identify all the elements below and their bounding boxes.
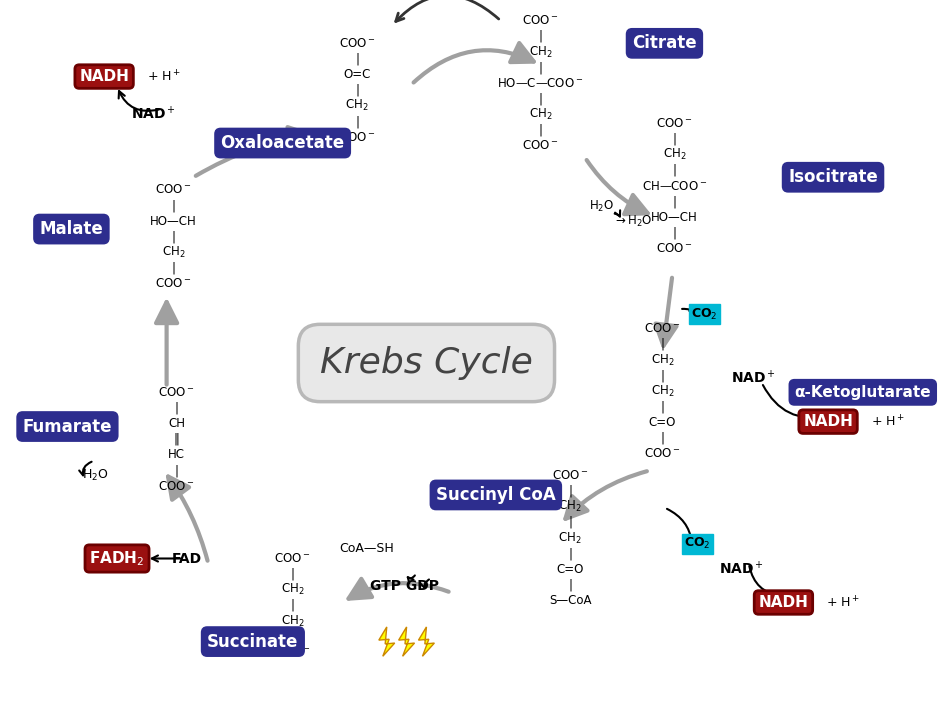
- Text: CH$_2$: CH$_2$: [529, 107, 553, 122]
- Text: C=O: C=O: [648, 416, 676, 429]
- Text: |: |: [355, 53, 359, 65]
- Text: COO$^-$: COO$^-$: [158, 386, 194, 399]
- Text: Succinate: Succinate: [208, 633, 299, 651]
- Text: |: |: [672, 227, 676, 240]
- Text: C=O: C=O: [556, 562, 584, 576]
- Text: |: |: [290, 630, 295, 643]
- Text: |: |: [672, 133, 676, 146]
- Text: COO$^-$: COO$^-$: [274, 552, 311, 565]
- Text: Succinyl CoA: Succinyl CoA: [436, 486, 556, 504]
- Text: FADH$_2$: FADH$_2$: [89, 549, 145, 568]
- Text: |: |: [661, 338, 665, 351]
- Text: Fumarate: Fumarate: [23, 417, 112, 436]
- Text: HC: HC: [168, 449, 185, 461]
- Text: S—CoA: S—CoA: [549, 594, 592, 607]
- Polygon shape: [399, 627, 414, 656]
- Text: |: |: [290, 567, 295, 581]
- Text: CO$_2$: CO$_2$: [691, 306, 718, 321]
- Text: COO$^-$: COO$^-$: [155, 183, 191, 196]
- Text: CH$_2$: CH$_2$: [558, 530, 582, 545]
- Text: COO$^-$: COO$^-$: [656, 117, 693, 130]
- Text: |: |: [538, 124, 542, 137]
- Text: |: |: [355, 115, 359, 128]
- Text: COO$^-$: COO$^-$: [645, 322, 681, 336]
- Text: |: |: [174, 464, 178, 477]
- Polygon shape: [418, 627, 434, 656]
- Text: NADH: NADH: [803, 414, 853, 429]
- Text: |: |: [538, 30, 542, 43]
- Text: α-Ketoglutarate: α-Ketoglutarate: [794, 385, 931, 400]
- Text: |: |: [172, 230, 175, 243]
- Text: O=C: O=C: [343, 68, 371, 81]
- Text: CH$_2$: CH$_2$: [663, 147, 686, 162]
- Text: H$_2$O: H$_2$O: [82, 468, 109, 483]
- Text: |: |: [290, 599, 295, 612]
- Text: NADH: NADH: [758, 595, 809, 610]
- Text: |: |: [568, 516, 573, 529]
- Text: |: |: [355, 84, 359, 97]
- Text: CO$_2$: CO$_2$: [684, 536, 710, 552]
- Text: ‖: ‖: [173, 433, 179, 446]
- Text: COO$^-$: COO$^-$: [338, 131, 375, 144]
- Text: Krebs Cycle: Krebs Cycle: [320, 346, 533, 380]
- Text: $\rightarrow$H$_2$O: $\rightarrow$H$_2$O: [613, 214, 652, 229]
- Text: COO$^-$: COO$^-$: [274, 646, 311, 659]
- Text: CH—COO$^-$: CH—COO$^-$: [642, 180, 707, 193]
- Text: NAD$^+$: NAD$^+$: [731, 369, 776, 386]
- Text: |: |: [568, 578, 573, 592]
- Text: COO$^-$: COO$^-$: [656, 242, 693, 255]
- Text: COO$^-$: COO$^-$: [338, 37, 375, 50]
- Text: |: |: [538, 61, 542, 74]
- Text: NADH: NADH: [80, 69, 129, 84]
- Text: |: |: [661, 369, 665, 383]
- Text: HO—CH: HO—CH: [651, 211, 698, 224]
- Text: COO$^-$: COO$^-$: [552, 469, 589, 482]
- Text: |: |: [172, 199, 175, 212]
- Text: COO$^-$: COO$^-$: [155, 277, 191, 290]
- Text: CH$_2$: CH$_2$: [650, 384, 674, 399]
- Text: + H$^+$: + H$^+$: [826, 595, 860, 610]
- Text: COO$^-$: COO$^-$: [522, 14, 558, 27]
- Text: COO$^-$: COO$^-$: [522, 139, 558, 152]
- Text: CH$_2$: CH$_2$: [650, 353, 674, 368]
- Text: Isocitrate: Isocitrate: [788, 169, 878, 186]
- Text: CoA—SH: CoA—SH: [339, 542, 394, 555]
- Text: CH$_2$: CH$_2$: [281, 582, 304, 597]
- Text: CH$_2$: CH$_2$: [558, 499, 582, 514]
- Text: COO$^-$: COO$^-$: [645, 447, 681, 461]
- Text: |: |: [174, 402, 178, 415]
- Text: |: |: [568, 547, 573, 560]
- Text: |: |: [672, 196, 676, 208]
- Text: NAD$^+$: NAD$^+$: [131, 105, 176, 122]
- Text: + H$^+$: + H$^+$: [870, 414, 904, 429]
- Text: |: |: [568, 485, 573, 498]
- Text: |: |: [672, 164, 676, 177]
- Text: NAD$^+$: NAD$^+$: [720, 560, 764, 577]
- Polygon shape: [379, 627, 394, 656]
- Text: Citrate: Citrate: [632, 34, 697, 53]
- Text: HO—CH: HO—CH: [150, 215, 197, 228]
- Text: Oxaloacetate: Oxaloacetate: [221, 134, 345, 152]
- Text: CH$_2$: CH$_2$: [281, 614, 304, 629]
- Text: GTP GDP: GTP GDP: [370, 579, 439, 593]
- Text: |: |: [661, 432, 665, 445]
- Text: Malate: Malate: [40, 220, 103, 238]
- Text: CH: CH: [168, 417, 185, 430]
- Text: H$_2$O: H$_2$O: [590, 199, 614, 214]
- Text: |: |: [538, 92, 542, 105]
- Text: FAD: FAD: [172, 552, 202, 565]
- Text: CH$_2$: CH$_2$: [162, 245, 186, 260]
- Text: + H$^+$: + H$^+$: [147, 69, 181, 84]
- Text: CH$_2$: CH$_2$: [345, 98, 369, 114]
- Text: |: |: [172, 262, 175, 274]
- Text: HO—C—COO$^-$: HO—C—COO$^-$: [498, 77, 584, 90]
- Text: COO$^-$: COO$^-$: [158, 480, 194, 493]
- Text: |: |: [661, 400, 665, 414]
- Text: CH$_2$: CH$_2$: [529, 45, 553, 60]
